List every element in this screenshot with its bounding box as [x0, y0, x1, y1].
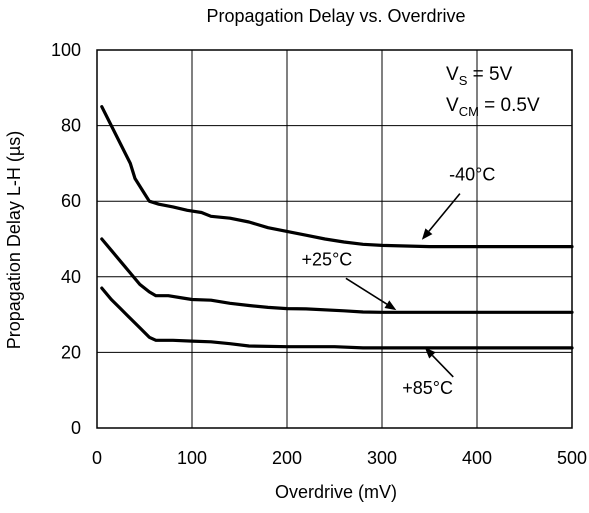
condition-vcm-sub: CM	[459, 104, 479, 119]
series-label-85c: +85°C	[402, 378, 453, 398]
y-tick-label-20: 20	[61, 342, 81, 362]
y-axis-label: Propagation Delay L-H (µs)	[4, 131, 24, 349]
x-tick-label-300: 300	[367, 448, 397, 468]
plot-frame	[96, 49, 573, 429]
condition-vs-rest: = 5V	[467, 64, 512, 85]
annotation-arrowhead-40c	[421, 228, 433, 240]
y-tick-label-80: 80	[61, 116, 81, 136]
x-tick-label-200: 200	[272, 448, 302, 468]
annotation-arrowhead-85c	[424, 347, 436, 359]
x-axis-label: Overdrive (mV)	[275, 482, 397, 502]
y-tick-label-60: 60	[61, 191, 81, 211]
annotation-arrowhead-25c	[384, 300, 397, 311]
series-label-40c: -40°C	[449, 164, 495, 184]
annotation-arrow-85c	[431, 354, 454, 378]
annotation-arrow-25c	[345, 277, 388, 305]
y-tick-labels: 0 20 40 60 80 100	[51, 40, 81, 438]
x-tick-label-0: 0	[92, 448, 102, 468]
condition-vs-main: V	[446, 64, 459, 85]
y-tick-label-40: 40	[61, 267, 81, 287]
series-lines	[100, 105, 574, 350]
series-line-25c	[100, 237, 574, 314]
annotation-arrow-40c	[428, 193, 461, 232]
condition-vcm-main: V	[446, 95, 459, 116]
x-tick-label-400: 400	[462, 448, 492, 468]
condition-vcm: VCM = 0.5V	[446, 95, 540, 119]
x-tick-label-100: 100	[177, 448, 207, 468]
y-tick-label-100: 100	[51, 40, 81, 60]
series-annotations: -40°C +25°C +85°C	[302, 164, 496, 398]
x-tick-label-500: 500	[557, 448, 587, 468]
y-tick-label-0: 0	[71, 418, 81, 438]
x-tick-labels: 0 100 200 300 400 500	[92, 448, 587, 468]
series-label-25c: +25°C	[302, 249, 353, 269]
condition-vcm-rest: = 0.5V	[479, 95, 540, 116]
chart-title: Propagation Delay vs. Overdrive	[206, 6, 465, 26]
series-line-40c	[100, 105, 574, 249]
condition-vs: VS = 5V	[446, 64, 513, 88]
series-line-85c	[100, 286, 574, 350]
grid-lines	[97, 50, 572, 428]
condition-vs-sub: S	[459, 73, 468, 88]
